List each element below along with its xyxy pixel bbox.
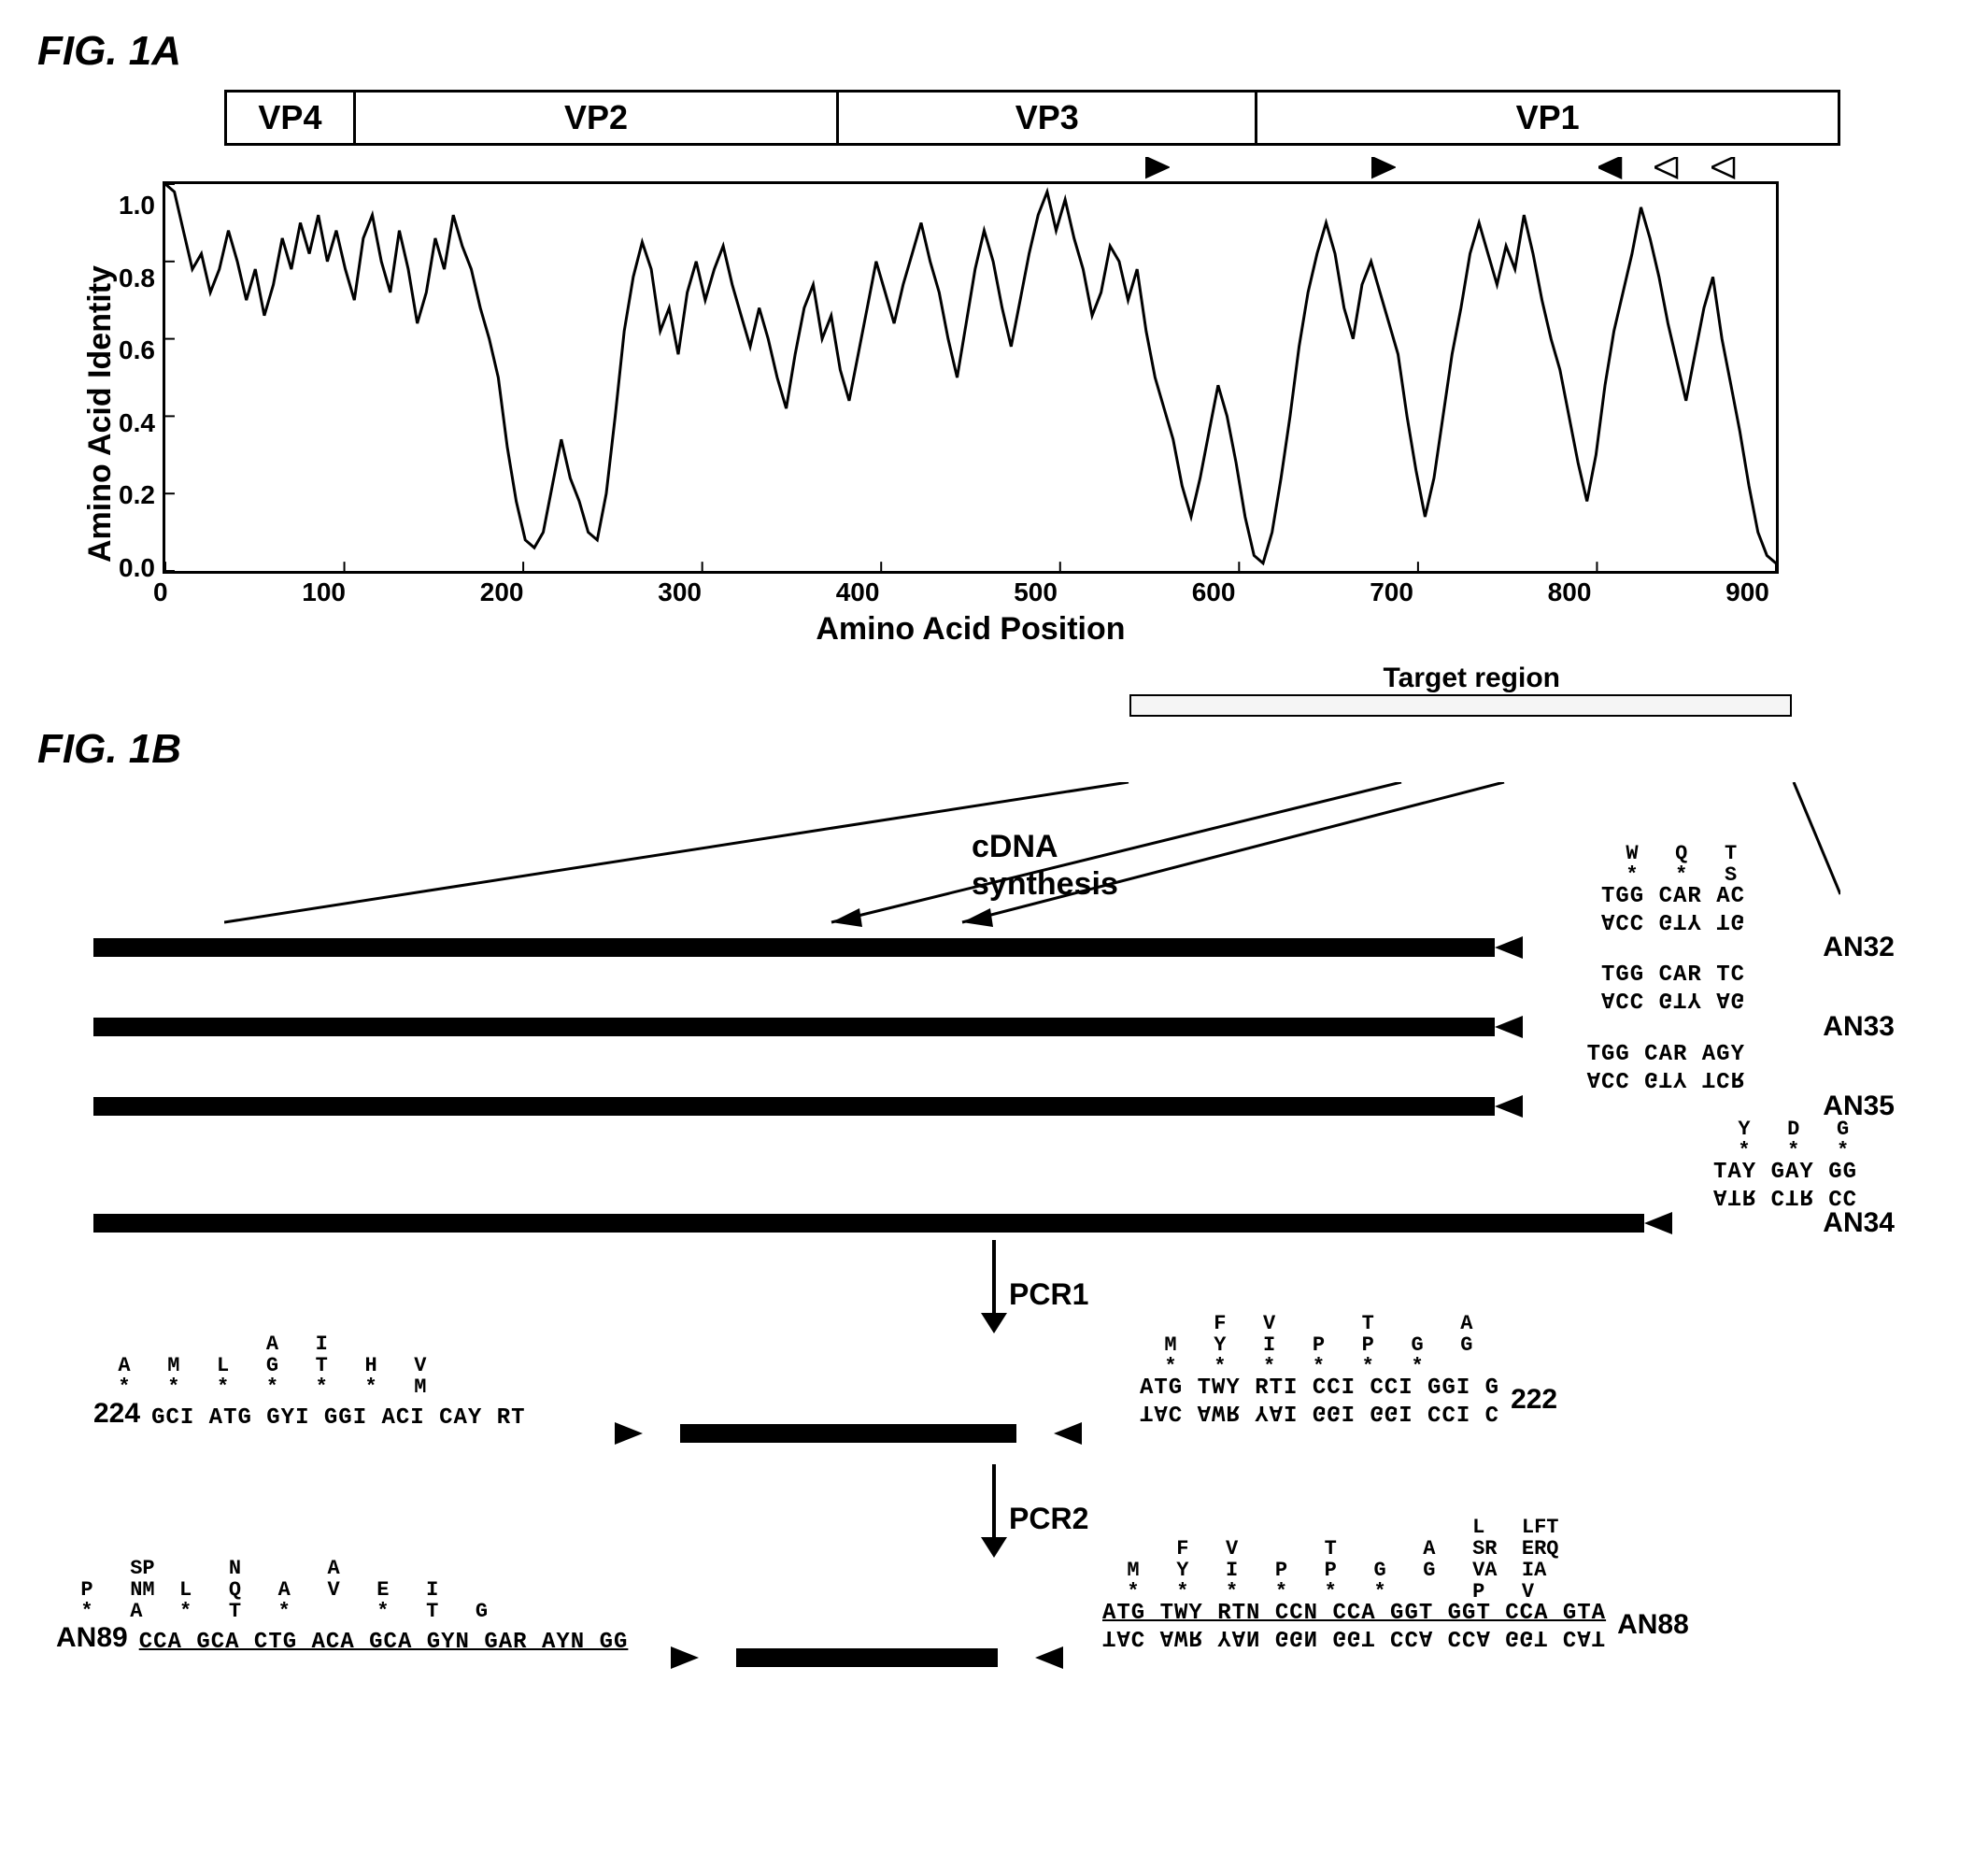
target-bar-container <box>224 694 1840 720</box>
primer-markers <box>224 153 1840 181</box>
cdna-label-2: synthesis <box>972 866 1118 903</box>
primer-an35-seq: TGG CAR AGY ACC GTY TCR <box>1587 1044 1745 1089</box>
primer-an89: SP N A P NM L Q A V E I * A * T * * T G … <box>56 1558 628 1654</box>
target-label-row: Target region <box>224 663 1840 694</box>
cdna-label-1: cDNA <box>972 829 1058 865</box>
vp1-cell: VP1 <box>1257 93 1838 143</box>
x-ticks: 0100200300400500600700800900 <box>163 574 1779 607</box>
x-axis-label: Amino Acid Position <box>163 611 1779 648</box>
y-ticks: 1.00.80.60.40.20.0 <box>119 181 163 574</box>
primer-an32-bar: AN32 <box>93 932 1895 963</box>
primer-an34-seq: Y D G * * * TAY GAY GG ATR CTR CC <box>1713 1119 1857 1206</box>
vp-segment-bar: VP4 VP2 VP3 VP1 <box>224 90 1840 146</box>
fig-1a-label: FIG. 1A <box>37 28 1951 75</box>
target-region-label: Target region <box>1384 663 1560 694</box>
y-axis-label: Amino Acid Identity <box>78 181 119 648</box>
primer-an88: L LFT F V T A SR ERQ M Y I P P G G VA IA… <box>1102 1517 1689 1647</box>
target-region-bar <box>1129 694 1792 717</box>
identity-chart: Amino Acid Identity 1.00.80.60.40.20.0 0… <box>78 181 1951 648</box>
pcr1-arrow <box>975 1240 1013 1333</box>
pcr2-product <box>673 1646 1061 1669</box>
primer-222: F V T A M Y I P P G G * * * * * * ATG TW… <box>1140 1313 1557 1422</box>
pcr2-arrow <box>975 1464 1013 1558</box>
primer-an33-seq: TGG CAR TC ACC GTY AG <box>1601 964 1745 1009</box>
fig-1a: FIG. 1A VP4 VP2 VP3 VP1 Amino Acid Ident… <box>37 28 1951 720</box>
fig-1b: cDNA synthesis W Q T * * S TGG CAR AC AC… <box>37 782 1951 1791</box>
line-plot <box>163 181 1779 574</box>
vp4-cell: VP4 <box>227 93 356 143</box>
primer-an34-bar: AN34 <box>93 1207 1895 1239</box>
vp3-cell: VP3 <box>839 93 1257 143</box>
primer-224: A I A M L G T H V * * * * * * M 224 GCI … <box>93 1333 526 1430</box>
fig-1b-label: FIG. 1B <box>37 726 1951 773</box>
primer-an32-seq: W Q T * * S TGG CAR AC ACC GTY TG <box>1601 843 1745 931</box>
vp2-cell: VP2 <box>356 93 839 143</box>
primer-an33-bar: AN33 <box>93 1011 1895 1043</box>
primer-an35-bar: AN35 <box>93 1090 1895 1122</box>
pcr2-label: PCR2 <box>1009 1502 1088 1536</box>
pcr1-label: PCR1 <box>1009 1277 1088 1312</box>
pcr1-product <box>617 1422 1080 1445</box>
